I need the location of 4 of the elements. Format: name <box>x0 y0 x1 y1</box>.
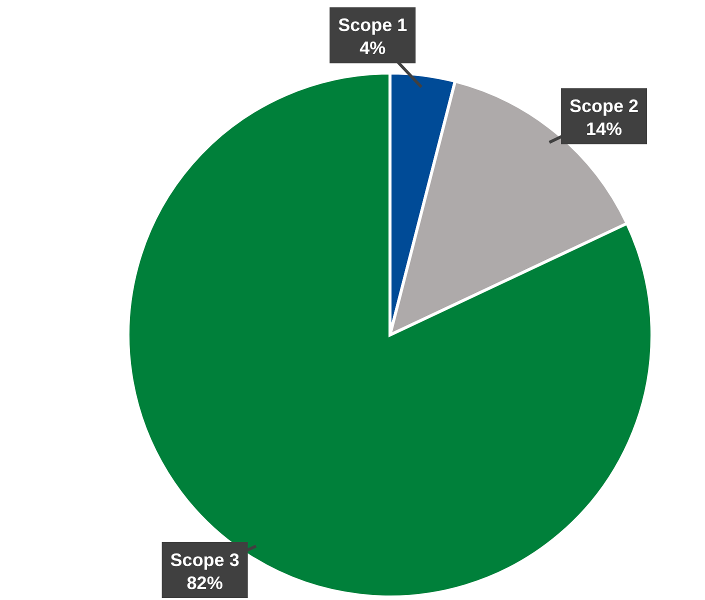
data-label: 82% <box>186 573 223 593</box>
slice-label: Scope 1 <box>338 15 408 36</box>
data-label: 4% <box>360 38 386 58</box>
slice-label: Scope 2 <box>570 96 639 116</box>
